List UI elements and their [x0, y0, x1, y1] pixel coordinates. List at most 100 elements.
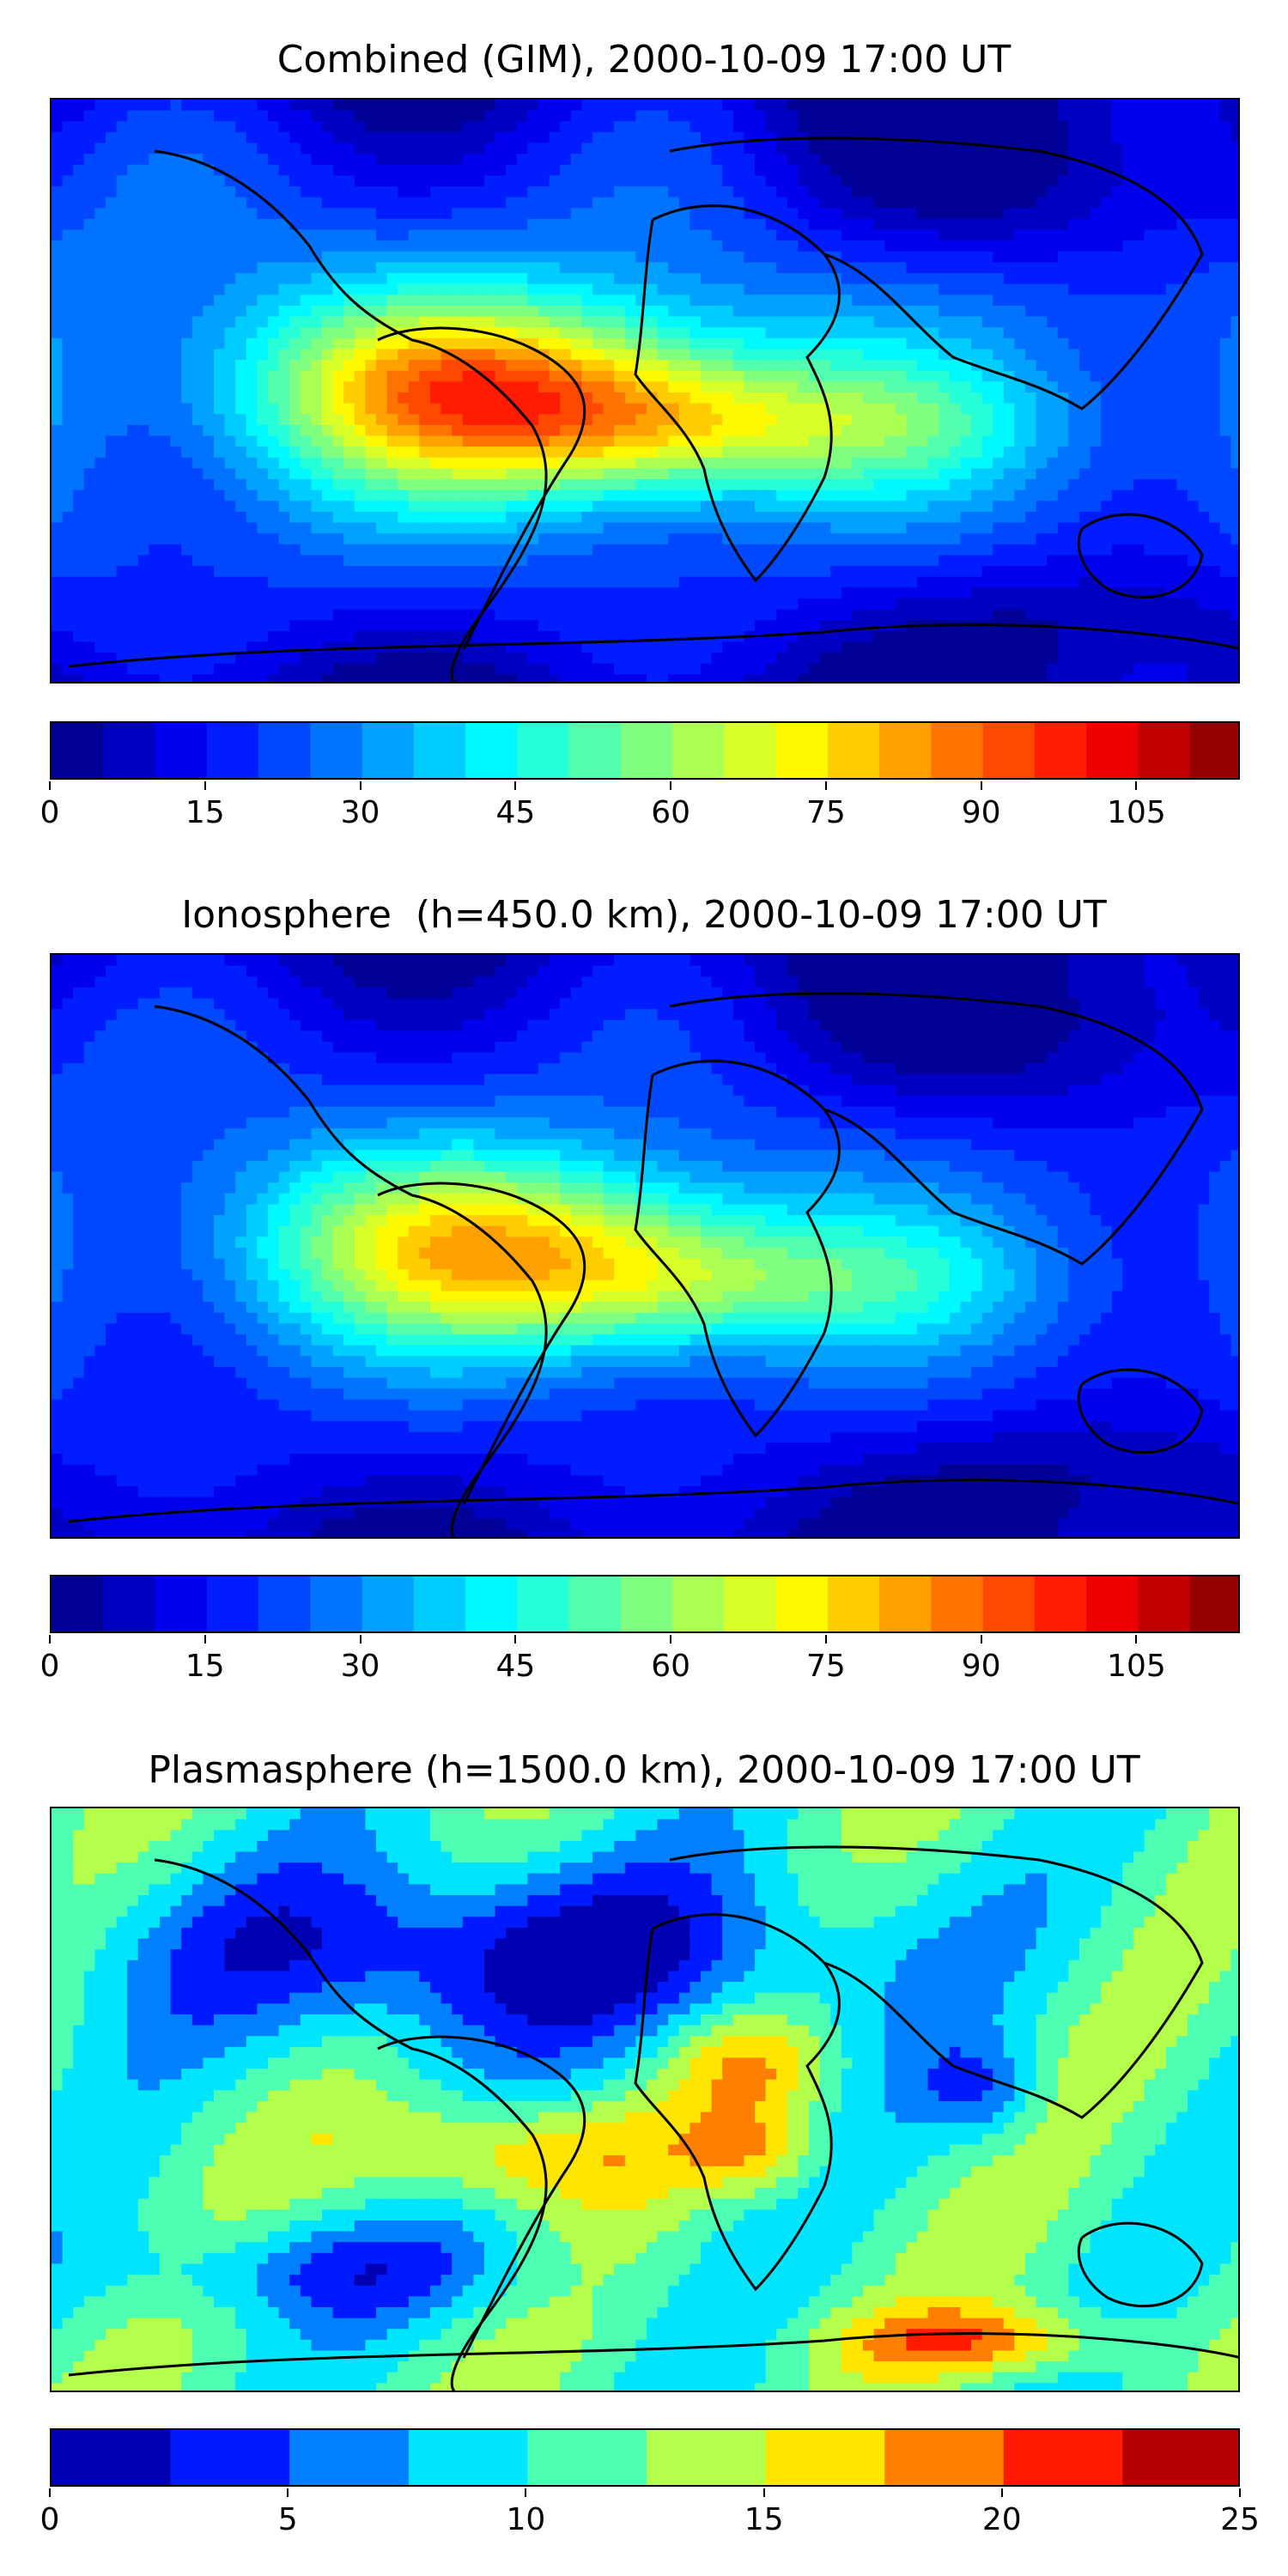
- colorbar-level-swatch: [827, 723, 880, 778]
- colorbar-tick-label: 10: [506, 2502, 546, 2537]
- colorbar-tick: [359, 1635, 361, 1643]
- colorbar-tick: [204, 781, 206, 790]
- colorbar-level-swatch: [568, 1577, 622, 1631]
- colorbar-tick: [1000, 2488, 1003, 2497]
- colorbar-level-swatch: [724, 723, 777, 778]
- colorbar-tick: [525, 2488, 527, 2497]
- colorbar-level-swatch: [170, 2430, 290, 2485]
- colorbar-level-swatch: [765, 2430, 885, 2485]
- colorbar-level-swatch: [206, 723, 259, 778]
- colorbar-level-swatch: [103, 723, 156, 778]
- colorbar-tick: [670, 1635, 672, 1643]
- colorbar-level-swatch: [258, 1577, 311, 1631]
- colorbar-tick: [824, 781, 827, 790]
- colorbar-level-swatch: [103, 1577, 156, 1631]
- colorbar-tick-label: 60: [651, 795, 691, 830]
- colorbar-tick: [49, 2488, 51, 2497]
- colorbar-level-swatch: [647, 2430, 767, 2485]
- colorbar-level-swatch: [775, 723, 829, 778]
- colorbar-level-swatch: [1003, 2430, 1123, 2485]
- colorbar-tick-label: 90: [961, 1649, 1001, 1684]
- colorbar-level-swatch: [1122, 2430, 1238, 2485]
- colorbar-tick-label: 5: [277, 2502, 298, 2537]
- colorbar-tick-label: 15: [185, 1649, 225, 1684]
- colorbar-level-swatch: [465, 723, 518, 778]
- colorbar-tick: [49, 781, 51, 790]
- colorbar-level-swatch: [827, 1577, 880, 1631]
- colorbar-tick: [762, 2488, 765, 2497]
- colorbar-level-swatch: [289, 2430, 410, 2485]
- panel-title-combined: Combined (GIM), 2000-10-09 17:00 UT: [276, 38, 1012, 82]
- colorbar-level-swatch: [931, 723, 984, 778]
- colorbar-tick: [287, 2488, 289, 2497]
- colorbar-tick-label: 20: [981, 2502, 1022, 2537]
- colorbar-tick: [980, 1635, 982, 1643]
- colorbar-tick-label: 15: [744, 2502, 784, 2537]
- colorbar-tick-label: 15: [185, 795, 225, 830]
- colorbar-level-swatch: [620, 723, 673, 778]
- colorbar-level-swatch: [408, 2430, 528, 2485]
- panel-title-plasmasphere: Plasmasphere (h=1500.0 km), 2000-10-09 1…: [148, 1748, 1140, 1792]
- colorbar-level-swatch: [982, 1577, 1036, 1631]
- colorbar-level-swatch: [672, 723, 725, 778]
- colorbar-tick-label: 45: [495, 795, 536, 830]
- colorbar-level-swatch: [206, 1577, 259, 1631]
- colorbar-level-swatch: [724, 1577, 777, 1631]
- colorbar-level-swatch: [1086, 1577, 1139, 1631]
- colorbar-ionosphere: [50, 1575, 1240, 1633]
- colorbar-tick-label: 105: [1107, 1649, 1166, 1684]
- colorbar-tick-label: 0: [39, 1649, 60, 1684]
- colorbar-level-swatch: [413, 723, 466, 778]
- map-plasmasphere: [50, 1807, 1240, 2392]
- colorbar-tick-label: 90: [961, 795, 1001, 830]
- colorbar-level-swatch: [1138, 723, 1191, 778]
- colorbar-level-swatch: [258, 723, 311, 778]
- contour-map-combined: [52, 100, 1238, 682]
- colorbar-tick: [670, 781, 672, 790]
- colorbar-level-swatch: [1034, 723, 1087, 778]
- colorbar-tick-label: 60: [651, 1649, 691, 1684]
- colorbar-level-swatch: [879, 1577, 933, 1631]
- colorbar-tick: [359, 781, 361, 790]
- colorbar-plasmasphere: [50, 2428, 1240, 2487]
- contour-map-ionosphere: [52, 955, 1238, 1537]
- colorbar-tick-label: 105: [1107, 795, 1166, 830]
- colorbar-tick-label: 0: [39, 2502, 60, 2537]
- colorbar-level-swatch: [361, 1577, 415, 1631]
- colorbar-level-swatch: [413, 1577, 466, 1631]
- colorbar-ticks-plasmasphere: 0 5 10 15 20 25: [40, 2488, 1260, 2549]
- colorbar-tick: [1239, 2488, 1241, 2497]
- colorbar-tick: [49, 1635, 51, 1643]
- colorbar-level-swatch: [568, 723, 622, 778]
- map-combined: [50, 98, 1240, 683]
- colorbar-level-swatch: [775, 1577, 829, 1631]
- colorbar-level-swatch: [1189, 1577, 1238, 1631]
- colorbar-level-swatch: [1138, 1577, 1191, 1631]
- colorbar-level-swatch: [361, 723, 415, 778]
- colorbar-combined: [50, 721, 1240, 780]
- colorbar-level-swatch: [465, 1577, 518, 1631]
- colorbar-tick-label: 30: [340, 1649, 380, 1684]
- colorbar-level-swatch: [517, 1577, 570, 1631]
- colorbar-tick: [514, 781, 517, 790]
- colorbar-tick-label: 75: [806, 795, 846, 830]
- colorbar-ticks-ionosphere: 0 15 30 45 60 75 90 105: [40, 1635, 1240, 1695]
- colorbar-level-swatch: [155, 723, 208, 778]
- colorbar-tick-label: 25: [1220, 2502, 1260, 2537]
- colorbar-level-swatch: [527, 2430, 647, 2485]
- contour-map-plasmasphere: [52, 1808, 1238, 2391]
- colorbar-level-swatch: [879, 723, 933, 778]
- colorbar-level-swatch: [310, 723, 363, 778]
- colorbar-level-swatch: [1086, 723, 1139, 778]
- colorbar-tick: [1135, 781, 1138, 790]
- map-ionosphere: [50, 953, 1240, 1539]
- colorbar-tick: [514, 1635, 517, 1643]
- colorbar-level-swatch: [52, 1577, 104, 1631]
- colorbar-tick-label: 0: [39, 795, 60, 830]
- colorbar-level-swatch: [620, 1577, 673, 1631]
- colorbar-tick: [204, 1635, 206, 1643]
- colorbar-level-swatch: [931, 1577, 984, 1631]
- colorbar-level-swatch: [52, 2430, 172, 2485]
- colorbar-level-swatch: [1189, 723, 1238, 778]
- colorbar-tick: [824, 1635, 827, 1643]
